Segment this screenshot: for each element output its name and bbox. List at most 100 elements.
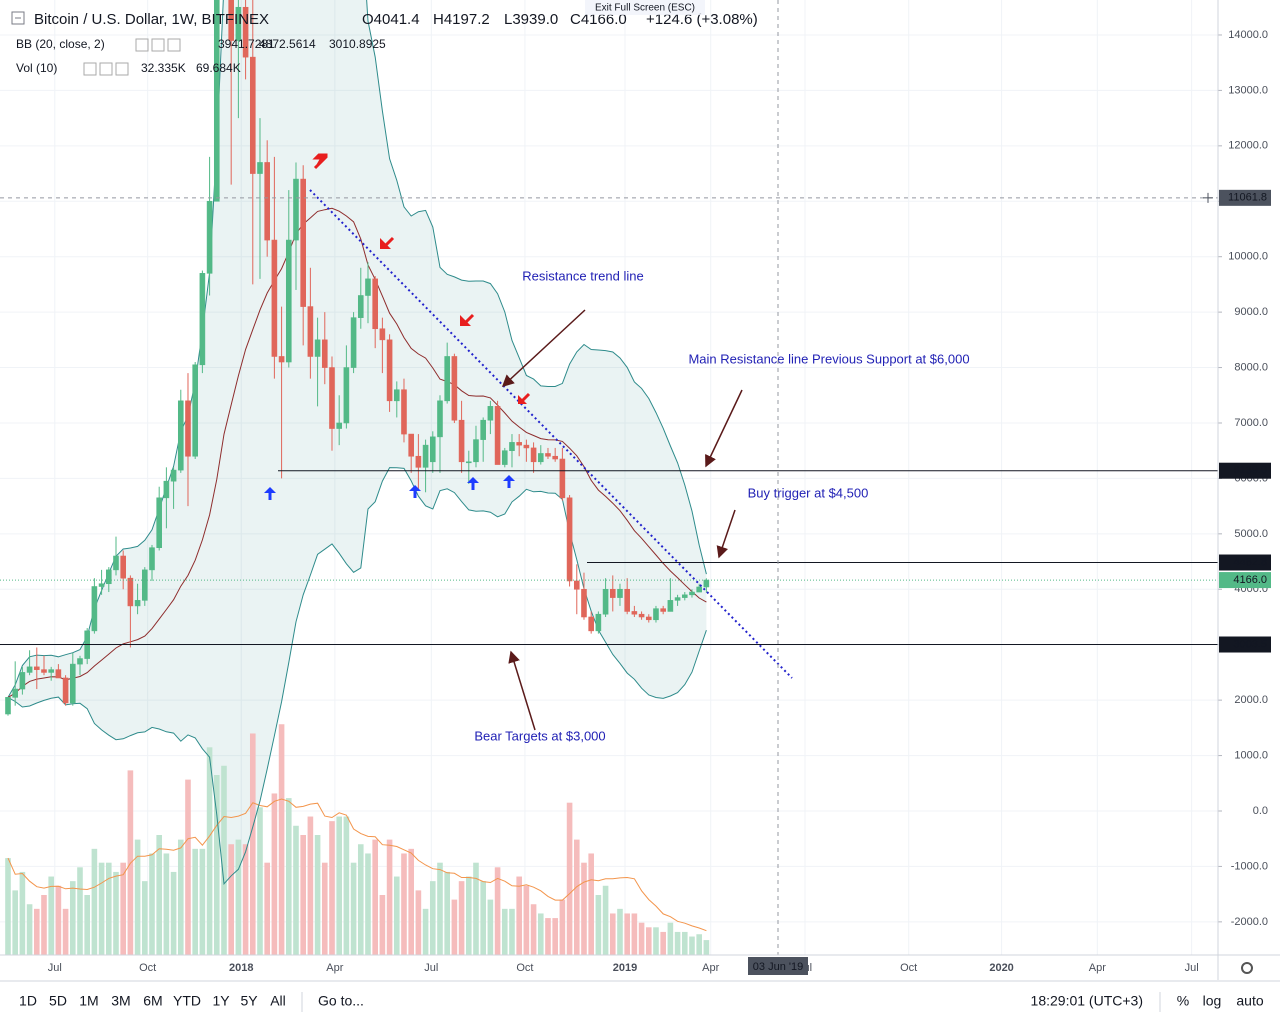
candle-body: [465, 461, 472, 464]
volume-bar: [595, 895, 602, 955]
bb-icons[interactable]: [135, 38, 181, 52]
range-button[interactable]: 1D: [19, 993, 37, 1009]
volume-bar: [12, 890, 18, 955]
candle-body: [113, 555, 119, 571]
level-label-box: [1219, 636, 1271, 653]
candle-body: [77, 658, 83, 665]
icon[interactable]: [115, 62, 129, 76]
clock[interactable]: 18:29:01 (UTC+3): [1031, 993, 1143, 1009]
candle-body: [566, 497, 573, 582]
candle-body: [170, 469, 177, 482]
volume-bar: [278, 724, 285, 955]
log-button[interactable]: log: [1203, 993, 1222, 1009]
candle-body: [638, 613, 645, 618]
volume-bar: [458, 881, 465, 955]
last-price-box: [1219, 572, 1271, 589]
volume-bar: [386, 839, 393, 955]
icon[interactable]: [151, 38, 165, 52]
volume-bar: [660, 931, 666, 955]
candle-body: [285, 239, 292, 363]
volume-bar: [451, 899, 458, 955]
candle-body: [264, 162, 270, 241]
icon[interactable]: [167, 38, 181, 52]
range-button[interactable]: 3M: [111, 993, 130, 1009]
vol-icons[interactable]: [83, 62, 129, 76]
candle-body: [91, 586, 98, 632]
candle-body: [458, 419, 465, 463]
volume-bar: [530, 904, 537, 955]
range-button[interactable]: 5D: [49, 993, 67, 1009]
range-button[interactable]: 6M: [143, 993, 162, 1009]
candle-body: [12, 688, 18, 698]
percent-button[interactable]: %: [1177, 993, 1189, 1009]
vol-label: Vol (10): [16, 61, 57, 75]
volume-bar: [113, 871, 119, 955]
volume-bar: [573, 839, 580, 955]
exit-fullscreen[interactable]: [585, 0, 705, 15]
volume-bar: [329, 821, 335, 955]
candle-body: [451, 356, 458, 421]
candle-body: [336, 422, 342, 429]
marker: [380, 238, 391, 249]
arrow: [705, 389, 743, 468]
candle-body: [177, 400, 184, 471]
candle-body: [437, 400, 443, 438]
range-button[interactable]: 5Y: [240, 993, 258, 1009]
volume-bar: [285, 798, 292, 955]
collapse-icon[interactable]: [11, 11, 25, 25]
icon[interactable]: [135, 38, 149, 52]
auto-button[interactable]: auto: [1236, 993, 1263, 1009]
icon[interactable]: [83, 62, 97, 76]
x-tick-label: 2019: [613, 962, 637, 974]
y-tick-label: 1000.0: [1234, 749, 1268, 761]
candle-body: [408, 433, 414, 457]
candle-body: [105, 569, 112, 585]
volume-bar: [393, 876, 400, 955]
arrow: [716, 509, 736, 559]
candle-body: [192, 364, 198, 457]
volume-bar: [177, 839, 184, 955]
range-button[interactable]: 1M: [79, 993, 98, 1009]
ohlc-close: C4166.0: [570, 11, 627, 28]
candle-body: [41, 669, 47, 673]
range-button[interactable]: 1Y: [212, 993, 230, 1009]
candle-body: [545, 453, 551, 457]
goto-button[interactable]: Go to...: [318, 993, 364, 1009]
icon[interactable]: [99, 62, 113, 76]
candle-body: [386, 339, 393, 402]
candle-body: [249, 56, 256, 174]
level-label: 3003.5: [1233, 638, 1267, 650]
candle-body: [523, 444, 530, 449]
volume-bar: [545, 918, 551, 955]
marker: [264, 487, 276, 493]
candle-body: [271, 239, 278, 357]
volume-bar: [581, 862, 587, 955]
range-button[interactable]: YTD: [173, 993, 201, 1009]
candle-body: [343, 367, 350, 424]
candle-body: [213, 0, 220, 202]
crosshair-date: 03 Jun '19: [753, 961, 803, 973]
volume-bar: [638, 922, 645, 955]
level-label: 4482.8: [1233, 556, 1267, 568]
settings-icon[interactable]: [1241, 962, 1253, 974]
volume-bar: [696, 934, 702, 955]
volume-bar: [84, 895, 90, 955]
volume-bar: [120, 862, 126, 955]
range-button[interactable]: All: [270, 993, 286, 1009]
red-markers: [312, 153, 531, 404]
volume-bar: [41, 895, 47, 955]
volume-bar: [55, 885, 62, 955]
volume-bar: [703, 940, 710, 955]
volume-bar: [494, 867, 501, 955]
candle-body: [667, 600, 674, 612]
bb-fill: [8, 0, 707, 884]
volume-bar: [379, 895, 386, 955]
volume-bar: [444, 871, 450, 955]
marker: [312, 153, 328, 170]
y-tick-label: 7000.0: [1234, 417, 1268, 429]
candle-body: [624, 588, 630, 612]
volume-bar: [156, 835, 162, 955]
volume-bar: [509, 908, 515, 955]
